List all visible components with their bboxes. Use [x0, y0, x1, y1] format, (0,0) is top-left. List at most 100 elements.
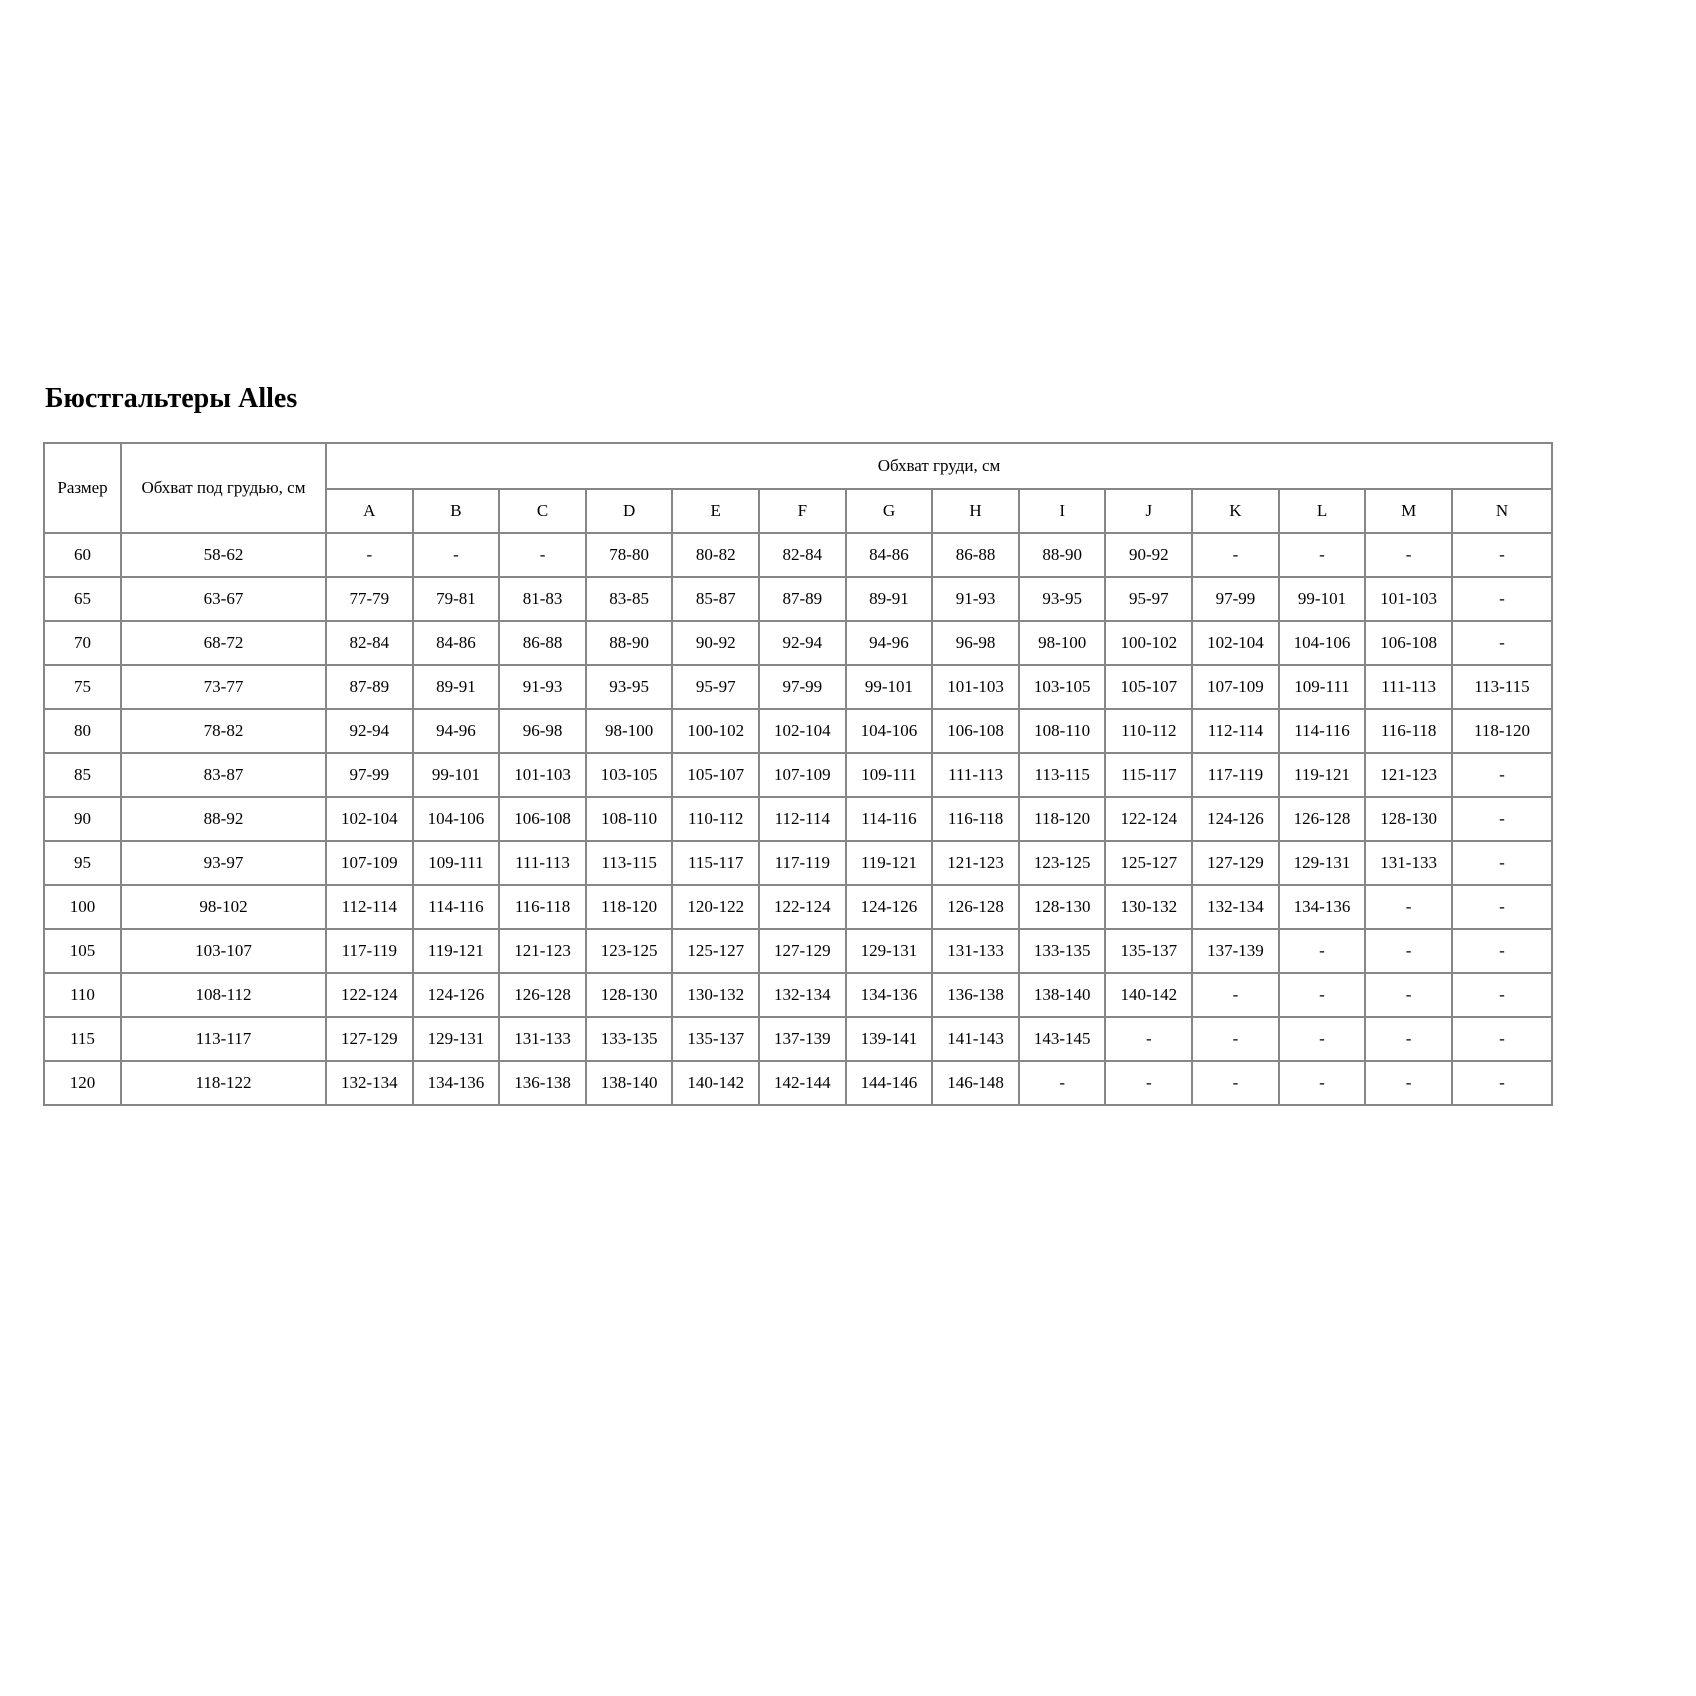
underbust-cell: 93-97	[120, 840, 327, 886]
cup-cell-K: 132-134	[1191, 884, 1280, 930]
cup-cell-G: 144-146	[844, 1060, 934, 1106]
cup-cell-F: 92-94	[758, 620, 847, 666]
cup-letter-cell-K: K	[1191, 488, 1280, 534]
cup-cell-G: 139-141	[844, 1016, 934, 1062]
cup-cell-J: 135-137	[1104, 928, 1194, 974]
cup-cell-J: 140-142	[1104, 972, 1194, 1018]
table-row: 75 73-77 87-89 89-91 91-93 93-95 95-97 97-99 99-…	[43, 664, 1554, 710]
page: Бюстгальтеры Alles Размер Обхват под груд…	[43, 383, 1554, 1106]
cup-cell-C: 121-123	[498, 928, 587, 974]
cup-cell-B: 104-106	[411, 796, 501, 842]
cup-cell-M: 128-130	[1364, 796, 1453, 842]
cup-cell-N: -	[1450, 532, 1554, 578]
cup-cell-E: 110-112	[671, 796, 761, 842]
cup-cell-B: 124-126	[411, 972, 501, 1018]
cup-letter-cell-I: I	[1017, 488, 1107, 534]
cup-letter-cell-N: N	[1450, 488, 1554, 534]
cup-cell-C: 116-118	[498, 884, 587, 930]
underbust-cell: 113-117	[120, 1016, 327, 1062]
header-row-1: Размер Обхват под грудью, см Обхват груди,…	[43, 442, 1553, 534]
cup-cell-L: -	[1277, 1016, 1367, 1062]
cup-cell-F: 137-139	[758, 1016, 847, 1062]
cup-cell-B: 114-116	[411, 884, 501, 930]
cup-cell-A: 132-134	[325, 1060, 414, 1106]
cup-cell-A: 82-84	[325, 620, 414, 666]
cup-cell-J: 95-97	[1104, 576, 1194, 622]
cup-cell-C: 96-98	[498, 708, 587, 754]
cup-cell-K: 124-126	[1191, 796, 1280, 842]
underbust-cell: 68-72	[120, 620, 327, 666]
bust-header-cell: Обхват груди, см	[325, 442, 1553, 490]
cup-cell-N: -	[1450, 972, 1554, 1018]
cup-cell-A: 77-79	[325, 576, 414, 622]
cup-cell-I: 123-125	[1017, 840, 1107, 886]
cup-cell-H: 141-143	[931, 1016, 1020, 1062]
cup-cell-D: 118-120	[584, 884, 674, 930]
cup-cell-C: 91-93	[498, 664, 587, 710]
cup-cell-L: 104-106	[1277, 620, 1367, 666]
cup-cell-H: 126-128	[931, 884, 1020, 930]
cup-cell-E: 130-132	[671, 972, 761, 1018]
cup-cell-M: -	[1364, 1016, 1453, 1062]
underbust-header-cell: Обхват под грудью, см	[120, 442, 327, 534]
cup-cell-A: 127-129	[325, 1016, 414, 1062]
cup-cell-D: 103-105	[584, 752, 674, 798]
table-row: 80 78-82 92-94 94-96 96-98 98-100 100-102 102-1…	[43, 708, 1554, 754]
cup-cell-K: 137-139	[1191, 928, 1280, 974]
cup-cell-F: 122-124	[758, 884, 847, 930]
cup-cell-L: 119-121	[1277, 752, 1367, 798]
cup-cell-I: 118-120	[1017, 796, 1107, 842]
cup-cell-M: 111-113	[1364, 664, 1453, 710]
cup-cell-H: 116-118	[931, 796, 1020, 842]
cup-cell-I: 133-135	[1017, 928, 1107, 974]
cup-cell-F: 87-89	[758, 576, 847, 622]
table-row: 70 68-72 82-84 84-86 86-88 88-90 90-92 92-94 94-…	[43, 620, 1554, 666]
cup-cell-I: -	[1017, 1060, 1107, 1106]
cup-cell-M: -	[1364, 928, 1453, 974]
cup-cell-J: 125-127	[1104, 840, 1194, 886]
cup-cell-J: 130-132	[1104, 884, 1194, 930]
cup-cell-H: 111-113	[931, 752, 1020, 798]
size-cell: 80	[43, 708, 122, 754]
cup-cell-C: 131-133	[498, 1016, 587, 1062]
cup-cell-D: 93-95	[584, 664, 674, 710]
underbust-cell: 108-112	[120, 972, 327, 1018]
underbust-cell: 83-87	[120, 752, 327, 798]
size-cell: 60	[43, 532, 122, 578]
cup-cell-A: 107-109	[325, 840, 414, 886]
cup-cell-B: 94-96	[411, 708, 501, 754]
cup-cell-A: 122-124	[325, 972, 414, 1018]
cup-cell-J: 122-124	[1104, 796, 1194, 842]
cup-cell-I: 103-105	[1017, 664, 1107, 710]
cup-cell-E: 115-117	[671, 840, 761, 886]
cup-cell-M: -	[1364, 532, 1453, 578]
cup-cell-F: 132-134	[758, 972, 847, 1018]
cup-cell-M: 131-133	[1364, 840, 1453, 886]
cup-cell-D: 113-115	[584, 840, 674, 886]
cup-cell-G: 104-106	[844, 708, 934, 754]
cup-letter-cell-B: B	[411, 488, 501, 534]
cup-cell-D: 123-125	[584, 928, 674, 974]
cup-cell-N: -	[1450, 1016, 1554, 1062]
cup-cell-J: 90-92	[1104, 532, 1194, 578]
cup-cell-E: 140-142	[671, 1060, 761, 1106]
size-cell: 95	[43, 840, 122, 886]
cup-cell-D: 128-130	[584, 972, 674, 1018]
cup-cell-E: 90-92	[671, 620, 761, 666]
cup-cell-G: 134-136	[844, 972, 934, 1018]
cup-cell-B: 79-81	[411, 576, 501, 622]
cup-cell-M: 116-118	[1364, 708, 1453, 754]
cup-cell-B: 89-91	[411, 664, 501, 710]
underbust-cell: 88-92	[120, 796, 327, 842]
underbust-cell: 58-62	[120, 532, 327, 578]
size-cell: 120	[43, 1060, 122, 1106]
cup-cell-A: -	[325, 532, 414, 578]
table-row: 85 83-87 97-99 99-101 101-103 103-105 105-107 1…	[43, 752, 1554, 798]
cup-cell-B: 84-86	[411, 620, 501, 666]
cup-cell-K: -	[1191, 1016, 1280, 1062]
cup-cell-M: 121-123	[1364, 752, 1453, 798]
cup-cell-K: -	[1191, 972, 1280, 1018]
cup-cell-E: 125-127	[671, 928, 761, 974]
cup-cell-K: 97-99	[1191, 576, 1280, 622]
cup-cell-L: 129-131	[1277, 840, 1367, 886]
